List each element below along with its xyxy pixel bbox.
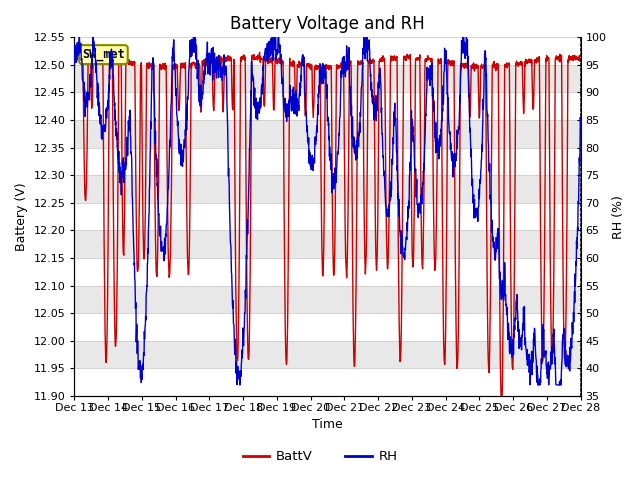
X-axis label: Time: Time xyxy=(312,419,343,432)
Bar xyxy=(74,230,580,258)
Y-axis label: Battery (V): Battery (V) xyxy=(15,182,28,251)
Legend: BattV, RH: BattV, RH xyxy=(237,445,403,468)
Bar xyxy=(74,258,580,286)
Bar xyxy=(74,93,580,120)
Bar xyxy=(74,65,580,93)
Bar xyxy=(74,313,580,341)
Bar xyxy=(74,341,580,368)
Text: SW_met: SW_met xyxy=(82,48,125,61)
Bar xyxy=(74,148,580,175)
Bar xyxy=(74,120,580,148)
Bar xyxy=(74,37,580,65)
Y-axis label: RH (%): RH (%) xyxy=(612,195,625,239)
Bar xyxy=(74,368,580,396)
Bar xyxy=(74,286,580,313)
Bar xyxy=(74,203,580,230)
Title: Battery Voltage and RH: Battery Voltage and RH xyxy=(230,15,425,33)
Bar xyxy=(74,175,580,203)
